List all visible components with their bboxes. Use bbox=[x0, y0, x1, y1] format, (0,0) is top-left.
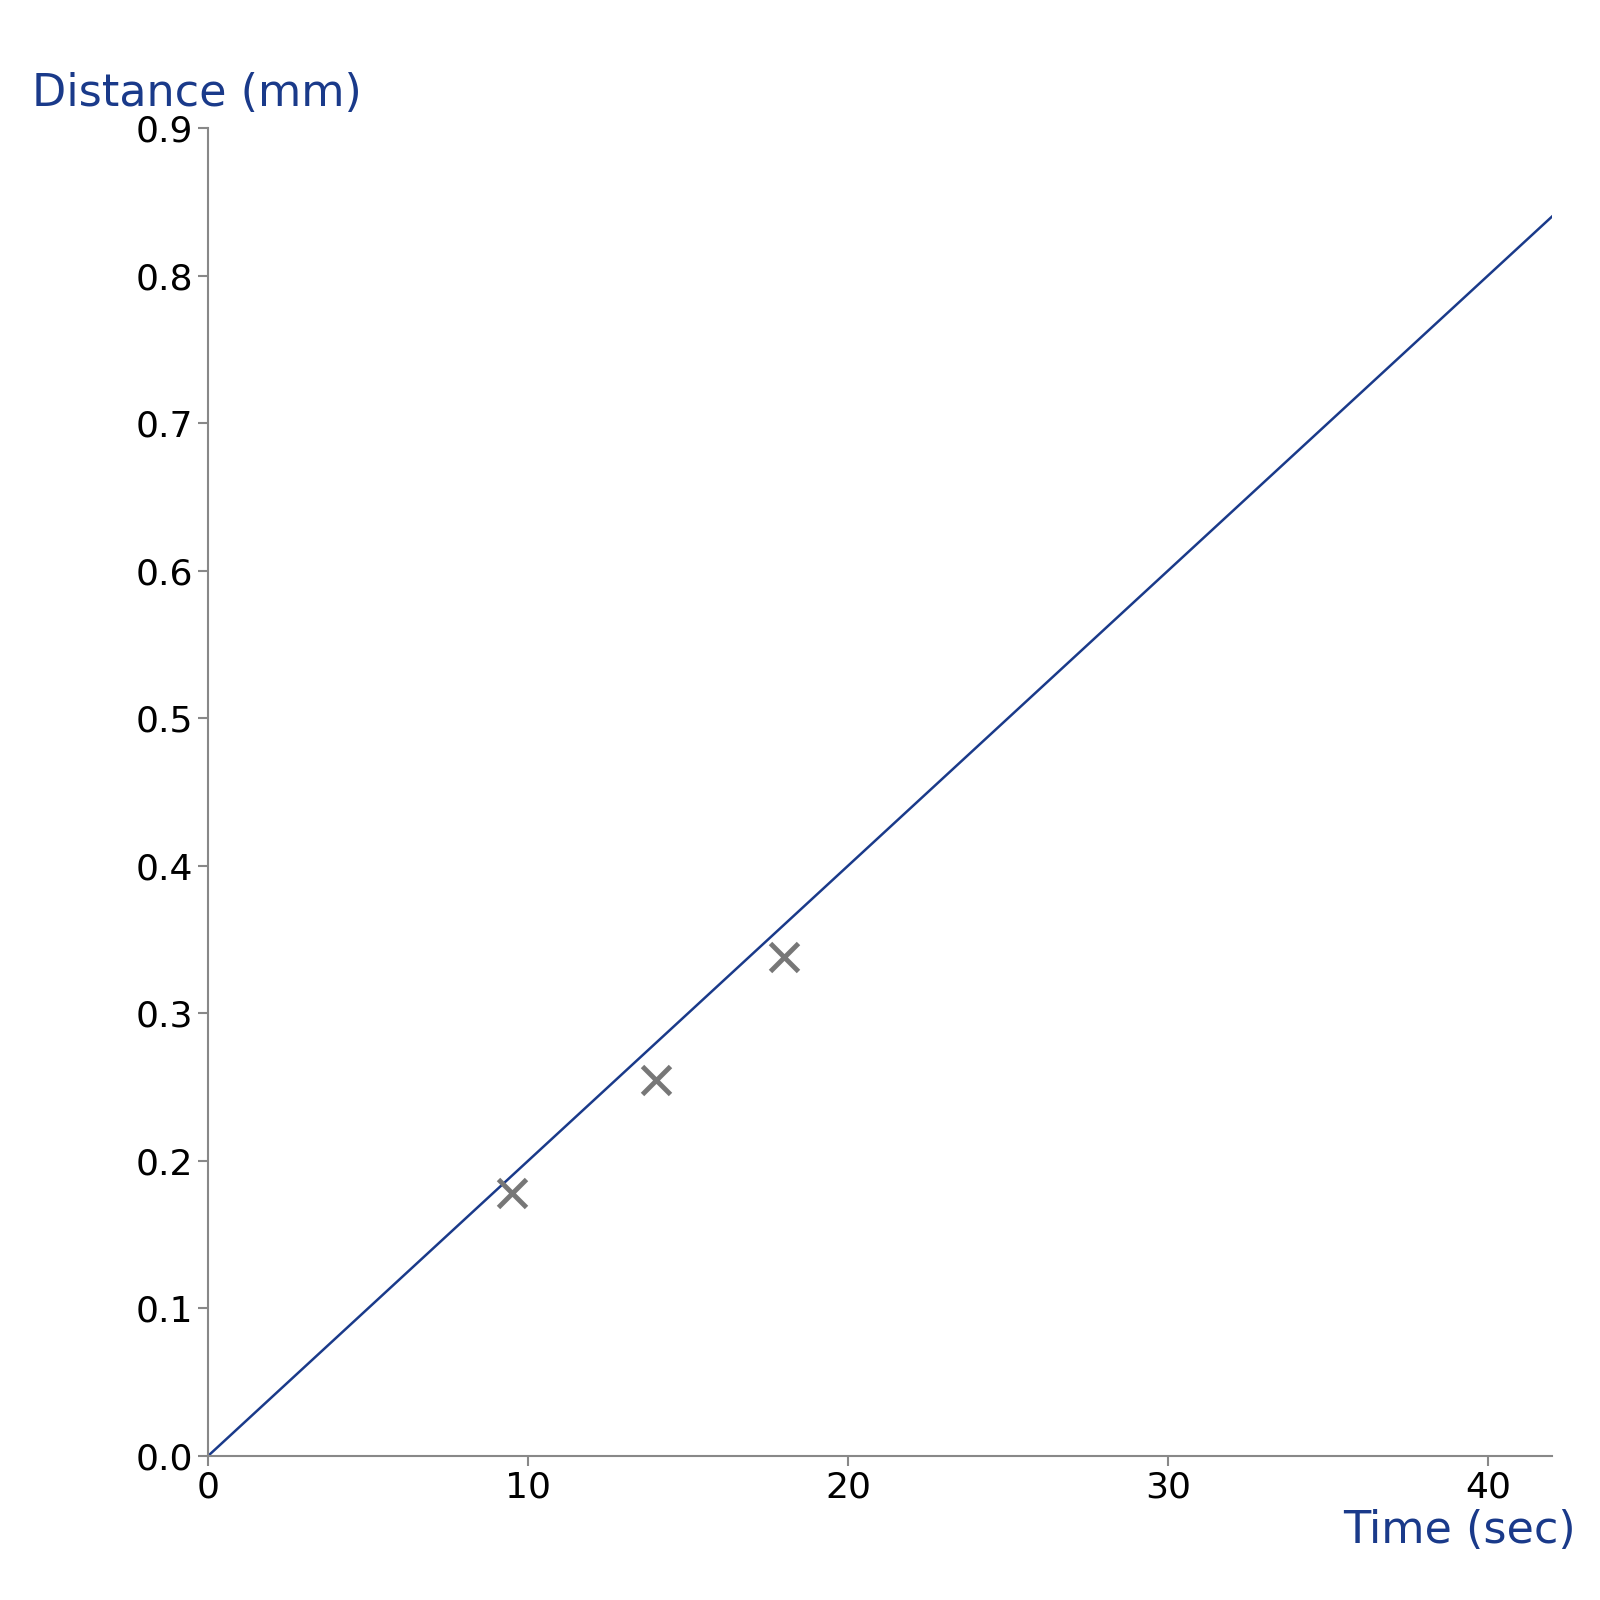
Text: Distance (mm): Distance (mm) bbox=[32, 72, 362, 115]
Text: Time (sec): Time (sec) bbox=[1344, 1509, 1576, 1552]
